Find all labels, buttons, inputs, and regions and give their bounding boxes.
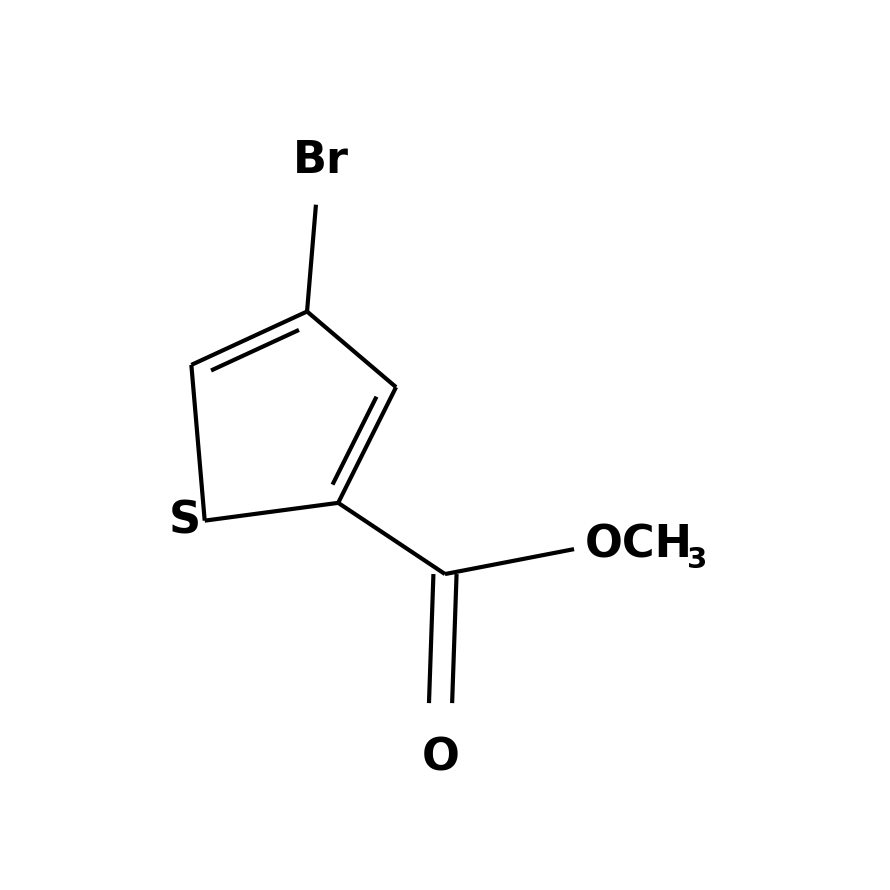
Text: Br: Br [293,140,348,182]
Text: S: S [169,499,201,542]
Text: O: O [422,737,459,780]
Text: 3: 3 [687,546,708,574]
Text: OCH: OCH [585,523,692,566]
